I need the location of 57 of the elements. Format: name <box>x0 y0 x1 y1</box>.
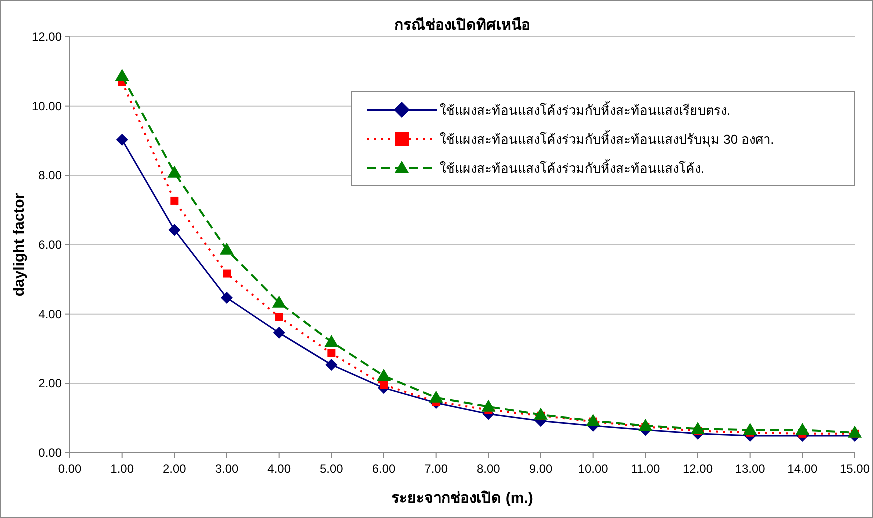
point <box>168 224 181 236</box>
point <box>223 270 231 278</box>
x-tick-label: 1.00 <box>110 462 134 476</box>
legend-label: ใช้แผงสะท้อนแสงโค้งร่วมกับหิ้งสะท้อนแสงเรียบตรง. <box>440 101 731 118</box>
x-tick-label: 0.00 <box>58 462 82 476</box>
point <box>116 134 128 146</box>
x-tick-label: 2.00 <box>162 462 187 476</box>
y-tick-label: 6.00 <box>38 238 62 252</box>
x-tick-label: 3.00 <box>215 462 239 476</box>
point <box>220 242 234 255</box>
legend-label: ใช้แผงสะท้อนแสงโค้งร่วมกับหิ้งสะท้อนแสงโค้ง. <box>440 159 705 176</box>
point <box>324 335 339 348</box>
x-tick-label: 11.00 <box>631 462 661 476</box>
y-tick-label: 10.00 <box>32 99 62 114</box>
point <box>796 423 810 436</box>
point <box>273 327 286 340</box>
y-tick-label: 0.00 <box>38 446 62 460</box>
point <box>380 381 388 390</box>
x-tick-label: 7.00 <box>424 462 448 476</box>
x-tick-label: 9.00 <box>529 462 553 476</box>
y-tick-label: 2.00 <box>38 376 62 391</box>
point <box>170 196 179 205</box>
point <box>326 358 338 371</box>
point <box>115 69 130 82</box>
point <box>272 296 286 308</box>
x-tick-label: 8.00 <box>476 462 501 476</box>
x-tick-label: 13.00 <box>735 462 766 476</box>
point <box>221 292 233 304</box>
x-tick-label: 6.00 <box>372 462 396 476</box>
point <box>429 390 444 403</box>
point <box>377 369 391 382</box>
x-tick-label: 4.00 <box>268 462 292 476</box>
y-axis-title: daylight factor <box>11 193 28 297</box>
point <box>586 414 600 426</box>
chart-title: กรณีช่องเปิดทิศเหนือ <box>394 16 530 34</box>
point <box>691 422 705 434</box>
legend-item: ใช้แผงสะท้อนแสงโค้งร่วมกับหิ้งสะท้อนแสงเรียบตรง. <box>367 102 731 118</box>
point <box>743 423 758 436</box>
x-axis-title: ระยะจากช่องเปิด (m.) <box>392 489 534 507</box>
x-tick-label: 15.00 <box>840 462 870 476</box>
legend-item: ใช้แผงสะท้อนแสงโค้งร่วมกับหิ้งสะท้อนแสงโค้ง. <box>367 161 705 176</box>
x-tick-label: 12.00 <box>682 462 714 476</box>
point <box>275 313 284 322</box>
y-tick-label: 8.00 <box>38 168 62 183</box>
x-tick-label: 5.00 <box>320 462 344 476</box>
x-tick-label: 10.00 <box>578 462 609 476</box>
legend-item: ใช้แผงสะท้อนแสงโค้งร่วมกับหิ้งสะท้อนแสงปรับมุม 30 องศา. <box>367 132 774 147</box>
point <box>638 418 653 431</box>
y-tick-label: 12.00 <box>32 30 62 44</box>
legend-label: ใช้แผงสะท้อนแสงโค้งร่วมกับหิ้งสะท้อนแสงปรับมุม 30 องศา. <box>440 130 774 148</box>
point <box>848 426 862 438</box>
point <box>168 166 182 178</box>
y-tick-label: 4.00 <box>38 307 62 322</box>
point <box>328 350 336 358</box>
x-tick-label: 14.00 <box>788 462 818 476</box>
point <box>534 408 548 420</box>
point <box>482 400 496 412</box>
